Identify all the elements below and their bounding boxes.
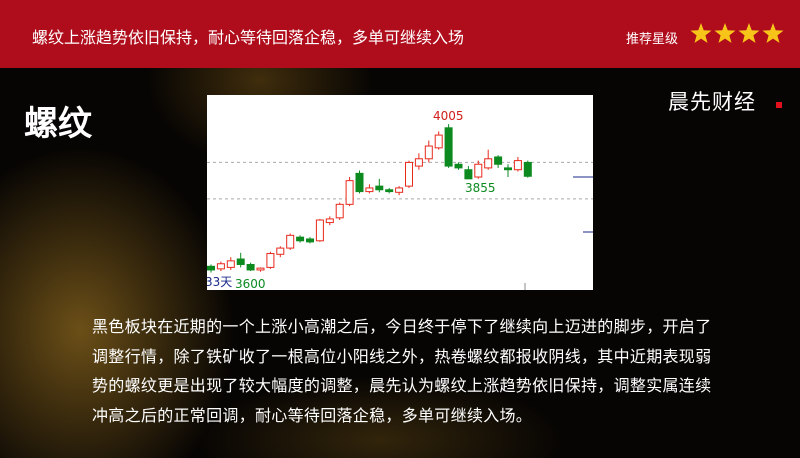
candle-body bbox=[216, 263, 225, 270]
candle-body bbox=[434, 134, 443, 149]
candle-body bbox=[226, 260, 235, 268]
candle-body bbox=[335, 203, 344, 219]
header-title: 螺纹上涨趋势依旧保持，耐心等待回落企稳，多单可继续入场 bbox=[32, 28, 465, 47]
candle-body bbox=[504, 167, 512, 171]
candle-body bbox=[246, 263, 255, 271]
rating-label: 推荐星级 bbox=[626, 32, 679, 47]
candle-body bbox=[306, 238, 314, 243]
candle-body bbox=[484, 158, 493, 169]
candle-body bbox=[207, 265, 215, 271]
annotation: 4005 bbox=[433, 109, 464, 123]
candle-body bbox=[375, 185, 384, 191]
candle-body bbox=[256, 267, 265, 271]
candle-body bbox=[266, 253, 275, 268]
candle-body bbox=[424, 145, 433, 160]
candle-body bbox=[385, 189, 394, 193]
brand: 晨先财经 bbox=[668, 90, 756, 114]
candle-body bbox=[276, 247, 285, 255]
annotation: 33天 bbox=[207, 275, 232, 289]
rating-stars bbox=[690, 23, 784, 43]
candle-body bbox=[355, 172, 364, 193]
candle-body bbox=[325, 218, 334, 224]
candle-body bbox=[494, 156, 503, 165]
candle-body bbox=[513, 160, 522, 171]
candle-body bbox=[345, 180, 354, 205]
brand-dot bbox=[776, 102, 782, 108]
star bbox=[690, 23, 712, 43]
candle-body bbox=[454, 163, 463, 169]
header: 螺纹上涨趋势依旧保持，耐心等待回落企稳，多单可继续入场 推荐星级 bbox=[0, 0, 800, 68]
star bbox=[714, 23, 736, 43]
candle-body bbox=[444, 127, 453, 167]
candle-body bbox=[395, 187, 404, 193]
candle-body bbox=[315, 219, 324, 242]
candle-body bbox=[236, 258, 245, 265]
candle-body bbox=[523, 161, 532, 177]
candle-body bbox=[414, 158, 423, 167]
candle-body bbox=[405, 161, 413, 187]
body-text: 黑色板块在近期的一个上涨小高潮之后，今日终于停下了继续向上迈进的脚步，开启了调整… bbox=[92, 317, 712, 425]
candle-body bbox=[286, 234, 295, 249]
candle-body bbox=[464, 169, 473, 180]
candle-body bbox=[365, 187, 374, 193]
section-title: 螺纹 bbox=[24, 104, 92, 144]
candle-body bbox=[296, 236, 305, 242]
star bbox=[738, 23, 760, 43]
annotation: 3855 bbox=[465, 181, 496, 195]
star bbox=[762, 23, 784, 43]
candle-body bbox=[474, 163, 483, 178]
annotation: 3600 bbox=[235, 277, 266, 290]
